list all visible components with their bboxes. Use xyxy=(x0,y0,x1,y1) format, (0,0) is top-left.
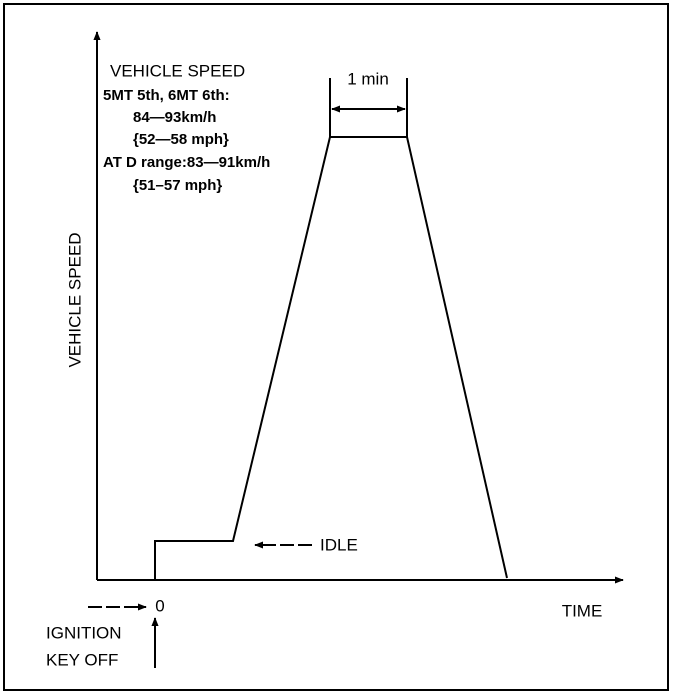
idle-label: IDLE xyxy=(320,535,358,554)
origin-label: 0 xyxy=(155,596,164,615)
duration-label: 1 min xyxy=(347,69,389,88)
condition-line: 84—93km/h xyxy=(133,109,216,126)
ignition-label: KEY OFF xyxy=(46,650,118,669)
x-axis-label: TIME xyxy=(562,601,603,620)
condition-line: AT D range:83—91km/h xyxy=(103,154,270,171)
condition-line: {52—58 mph} xyxy=(133,131,229,148)
condition-line: 5MT 5th, 6MT 6th: xyxy=(103,87,230,104)
y-axis-label: VEHICLE SPEED xyxy=(65,232,84,367)
frame xyxy=(3,3,669,691)
speed-profile xyxy=(154,136,508,580)
ignition-label: IGNITION xyxy=(46,623,122,642)
condition-line: {51–57 mph} xyxy=(133,177,222,194)
condition-title: VEHICLE SPEED xyxy=(110,61,245,80)
